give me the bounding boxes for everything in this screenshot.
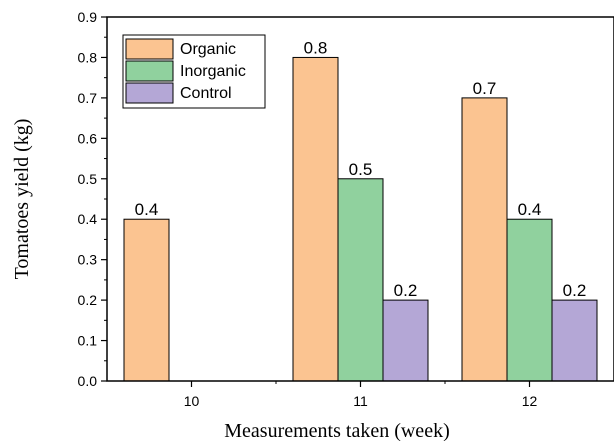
y-tick-label: 0.0 (78, 373, 98, 389)
bar-organic-week-12 (461, 97, 508, 382)
x-axis: 10 11 12 (184, 381, 538, 409)
legend-label-organic: Organic (180, 41, 236, 58)
y-tick-label: 0.7 (78, 90, 98, 106)
bar-value-label: 0.4 (518, 200, 542, 219)
plot-frame (106, 16, 614, 382)
y-tick-label: 0.3 (78, 252, 98, 268)
bar-inorganic-week-12 (506, 218, 553, 382)
bar-control-week-12 (551, 299, 598, 382)
y-tick-label: 0.6 (78, 130, 98, 146)
y-tick-label: 0.9 (78, 9, 98, 25)
bar-control-week-11 (382, 299, 429, 382)
x-tick-label: 12 (522, 393, 538, 409)
legend-label-inorganic: Inorganic (180, 63, 246, 80)
bar-data-labels: 0.4 0.8 0.5 0.2 0.7 0.4 0.2 (135, 38, 587, 300)
x-tick-label: 11 (353, 393, 368, 409)
bar-value-label: 0.2 (394, 281, 418, 300)
y-tick-label: 0.8 (78, 49, 98, 65)
x-axis-title: Measurements taken (week) (224, 420, 449, 441)
bar-group (123, 56, 598, 382)
legend-swatch-organic (125, 38, 174, 60)
bar-inorganic-week-11 (337, 178, 384, 382)
y-tick-label: 0.4 (78, 211, 98, 227)
bar-organic-week-10 (123, 218, 170, 382)
y-tick-label: 0.1 (78, 333, 98, 349)
bar-value-label: 0.2 (563, 281, 587, 300)
y-axis-title: Tomatoes yield (kg) (11, 119, 33, 280)
y-tick-label: 0.5 (78, 171, 98, 187)
x-tick-label: 10 (184, 393, 200, 409)
y-axis: 0.0 0.1 0.2 0.3 0.4 0.5 0.6 0.7 0.8 0.9 (78, 9, 107, 389)
legend-swatch-inorganic (125, 60, 174, 82)
bar-organic-week-11 (292, 56, 339, 382)
legend-swatch-control (125, 82, 174, 104)
y-tick-label: 0.2 (78, 292, 98, 308)
bar-value-label: 0.5 (349, 160, 373, 179)
bar-value-label: 0.8 (304, 38, 328, 57)
legend: Organic Inorganic Control (122, 34, 266, 109)
bar-value-label: 0.4 (135, 200, 159, 219)
bar-value-label: 0.7 (473, 79, 497, 98)
legend-label-control: Control (180, 85, 232, 102)
